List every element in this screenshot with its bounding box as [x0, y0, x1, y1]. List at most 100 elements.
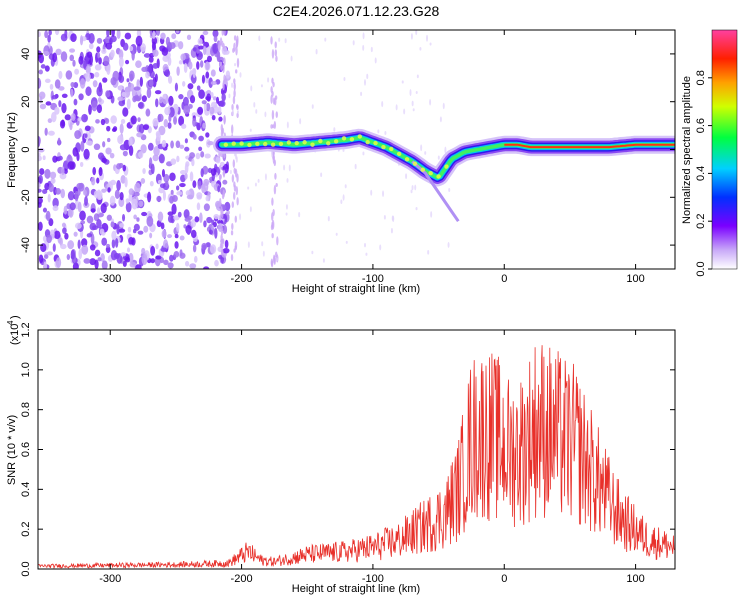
noise-blob — [198, 146, 203, 152]
noise-blob — [60, 243, 67, 250]
noise-blob — [112, 126, 118, 132]
noise-blob — [231, 109, 234, 116]
noise-blob — [72, 262, 79, 269]
noise-blob — [222, 64, 225, 74]
noise-blob — [165, 36, 170, 46]
noise-blob — [165, 180, 169, 187]
noise-blob — [48, 218, 54, 227]
snr-xtick-label: -200 — [231, 573, 253, 585]
noise-blob — [82, 189, 87, 196]
noise-blob — [340, 199, 343, 204]
noise-blob — [69, 54, 75, 62]
noise-blob — [140, 144, 147, 154]
noise-blob — [202, 45, 207, 56]
noise-blob — [168, 114, 172, 123]
noise-blob — [69, 122, 73, 131]
noise-blob — [141, 95, 147, 102]
noise-blob — [203, 203, 210, 212]
noise-blob — [180, 174, 186, 183]
noise-blob — [171, 33, 177, 40]
noise-blob — [275, 55, 278, 62]
noise-blob — [343, 76, 346, 82]
ridge-peak — [436, 174, 441, 179]
noise-blob — [157, 113, 164, 122]
noise-blob — [442, 102, 445, 110]
noise-blob — [42, 207, 48, 213]
noise-blob — [38, 196, 43, 205]
noise-blob — [239, 213, 242, 221]
noise-blob — [122, 213, 126, 222]
ridge-core — [504, 143, 675, 149]
noise-blob — [89, 244, 96, 251]
noise-blob — [118, 228, 126, 233]
noise-blob — [105, 246, 111, 254]
noise-blob — [96, 52, 101, 59]
noise-blob — [187, 215, 193, 220]
noise-blob — [145, 71, 150, 79]
noise-blob — [219, 100, 226, 108]
noise-blob — [212, 96, 217, 101]
noise-blob — [85, 72, 91, 82]
noise-blob — [101, 237, 108, 246]
noise-blob — [122, 150, 128, 157]
noise-blob — [45, 101, 52, 106]
noise-blob — [247, 186, 250, 190]
noise-blob — [273, 185, 277, 195]
noise-blob — [150, 163, 155, 175]
snr-xtick-label: -300 — [99, 573, 121, 585]
noise-blob — [136, 132, 143, 138]
noise-blob — [206, 216, 213, 224]
noise-blob — [170, 158, 177, 165]
noise-blob — [271, 109, 275, 120]
noise-blob — [79, 35, 84, 46]
noise-blob — [178, 94, 184, 100]
noise-blob — [196, 192, 203, 199]
snr-yscale-close: ) — [9, 315, 21, 319]
spectrogram-xlabel: Height of straight line (km) — [292, 283, 420, 295]
noise-blob — [93, 190, 99, 198]
spectrogram-ytick-label: -40 — [20, 237, 32, 253]
spectrogram-xtick-label: -100 — [362, 273, 384, 285]
noise-blob — [92, 167, 97, 176]
noise-blob — [233, 191, 236, 200]
noise-blob — [430, 211, 433, 218]
noise-blob — [370, 46, 373, 53]
noise-blob — [52, 52, 58, 63]
noise-blob — [170, 189, 174, 195]
noise-blob — [167, 234, 172, 239]
noise-blob — [231, 201, 234, 208]
snr-yscale-exp: 4 — [6, 320, 15, 325]
noise-blob — [206, 89, 212, 96]
noise-blob — [320, 172, 323, 178]
noise-blob — [52, 197, 59, 209]
noise-blob — [74, 222, 82, 229]
noise-blob — [79, 161, 84, 167]
noise-blob — [58, 100, 62, 108]
noise-blob — [61, 166, 65, 176]
ridge-peak — [381, 144, 386, 150]
noise-blob — [137, 102, 144, 109]
noise-blob — [186, 34, 192, 41]
noise-blob — [171, 203, 177, 215]
noise-blob — [126, 247, 131, 253]
noise-blob — [184, 138, 188, 144]
noise-blob — [149, 232, 153, 239]
noise-blob — [233, 248, 236, 253]
ridge-peak — [341, 136, 347, 141]
noise-blob — [140, 177, 146, 184]
noise-blob — [174, 234, 179, 239]
noise-blob — [121, 91, 127, 97]
noise-blob — [44, 78, 51, 84]
noise-blob — [234, 215, 237, 223]
noise-blob — [116, 30, 121, 40]
noise-blob — [85, 86, 92, 97]
noise-blob — [178, 60, 183, 65]
noise-blob — [57, 137, 61, 146]
noise-blob — [80, 140, 85, 152]
ridge-peak — [365, 139, 370, 145]
noise-blob — [198, 89, 205, 100]
snr-yscale: (x10 4 ) — [6, 315, 21, 345]
snr-ytick-label: 0.2 — [20, 522, 32, 537]
noise-blob — [154, 73, 158, 83]
noise-blob — [139, 76, 144, 87]
